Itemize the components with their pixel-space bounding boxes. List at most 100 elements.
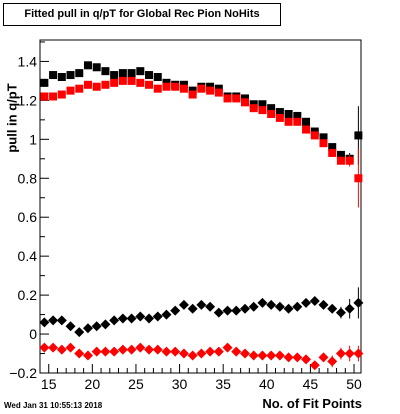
data-point <box>335 348 346 359</box>
data-point <box>40 78 49 87</box>
data-point <box>248 301 259 312</box>
data-point <box>49 92 58 101</box>
data-point <box>188 90 197 99</box>
plot-border <box>39 39 362 374</box>
x-tick-label: 15 <box>41 376 57 392</box>
x-tick-label: 30 <box>172 376 188 392</box>
data-point <box>187 350 198 361</box>
data-point <box>153 84 162 93</box>
data-point <box>127 69 136 78</box>
data-point <box>275 108 284 117</box>
data-point <box>344 303 355 314</box>
data-point <box>39 317 50 328</box>
data-point <box>257 297 268 308</box>
data-point <box>266 299 277 310</box>
data-point <box>49 71 58 80</box>
data-point <box>266 350 277 361</box>
x-tick-label: 20 <box>85 376 101 392</box>
data-point <box>232 94 241 103</box>
data-point <box>178 348 189 359</box>
data-point <box>152 311 163 322</box>
x-tick-label: 35 <box>215 376 231 392</box>
data-point <box>274 350 285 361</box>
y-tick-label: 0 <box>29 326 37 342</box>
series-1 <box>40 76 363 208</box>
data-point <box>336 156 345 165</box>
data-point <box>336 150 345 159</box>
data-point <box>40 92 49 101</box>
data-point <box>135 311 146 322</box>
data-point <box>56 344 67 355</box>
data-point <box>301 297 312 308</box>
data-point <box>101 67 110 76</box>
data-point <box>275 113 284 122</box>
series-2 <box>39 287 364 338</box>
data-point <box>249 104 258 113</box>
data-point <box>205 346 216 357</box>
data-point <box>66 86 75 95</box>
data-point <box>239 348 250 359</box>
data-point <box>144 344 155 355</box>
data-point <box>127 76 136 85</box>
data-point <box>267 110 276 118</box>
data-point <box>65 321 76 332</box>
data-point <box>354 131 363 140</box>
data-point <box>309 360 320 371</box>
data-point <box>136 78 145 87</box>
data-point <box>345 156 354 165</box>
data-point <box>205 301 216 312</box>
data-point <box>101 80 110 89</box>
data-point <box>292 301 303 312</box>
series-0 <box>40 61 363 165</box>
data-point <box>284 110 293 118</box>
data-point <box>162 82 171 91</box>
chart-title: Fitted pull in q/pT for Global Rec Pion … <box>3 3 281 26</box>
data-point <box>328 143 337 152</box>
data-point <box>65 342 76 353</box>
data-point <box>109 315 120 326</box>
data-point <box>292 352 303 363</box>
data-point <box>117 344 128 355</box>
data-point <box>66 71 75 80</box>
data-point <box>161 346 172 357</box>
data-point <box>179 84 188 93</box>
data-point <box>82 350 93 361</box>
data-point <box>274 301 285 312</box>
data-point <box>109 346 120 357</box>
data-point <box>100 319 111 330</box>
data-point <box>118 76 127 85</box>
x-axis-label: No. of Fit Points <box>262 396 362 411</box>
data-point <box>319 139 328 148</box>
data-point <box>258 100 267 109</box>
data-point <box>136 67 145 76</box>
data-point <box>118 69 127 78</box>
data-point <box>152 344 163 355</box>
data-point <box>354 174 363 183</box>
series-3 <box>39 342 364 371</box>
data-point <box>82 323 93 334</box>
data-point <box>100 346 111 357</box>
data-point <box>110 78 119 87</box>
data-point <box>284 117 293 126</box>
data-point <box>161 309 172 320</box>
data-point <box>83 61 92 70</box>
data-point <box>318 299 329 310</box>
data-point <box>48 315 59 326</box>
data-point <box>74 327 85 338</box>
data-point <box>56 315 67 326</box>
data-point <box>83 80 92 89</box>
data-point <box>145 80 154 89</box>
data-point <box>344 348 355 359</box>
data-point <box>222 342 233 353</box>
data-point <box>258 106 267 115</box>
data-point <box>126 313 137 324</box>
y-tick-label: 0.2 <box>18 287 38 303</box>
data-point <box>328 148 337 157</box>
data-point <box>196 348 207 359</box>
data-point <box>170 346 181 357</box>
data-point <box>187 303 198 314</box>
data-point <box>310 131 319 140</box>
data-point <box>39 342 50 353</box>
data-point <box>335 307 346 318</box>
